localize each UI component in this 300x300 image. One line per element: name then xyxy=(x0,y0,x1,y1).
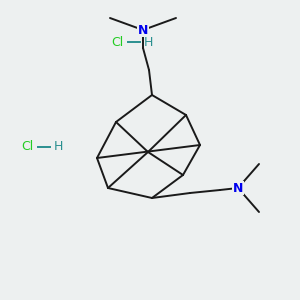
Text: Cl: Cl xyxy=(21,140,33,154)
Text: N: N xyxy=(138,23,148,37)
Text: H: H xyxy=(53,140,63,154)
Text: Cl: Cl xyxy=(111,35,123,49)
Text: H: H xyxy=(143,35,153,49)
Text: N: N xyxy=(233,182,243,194)
